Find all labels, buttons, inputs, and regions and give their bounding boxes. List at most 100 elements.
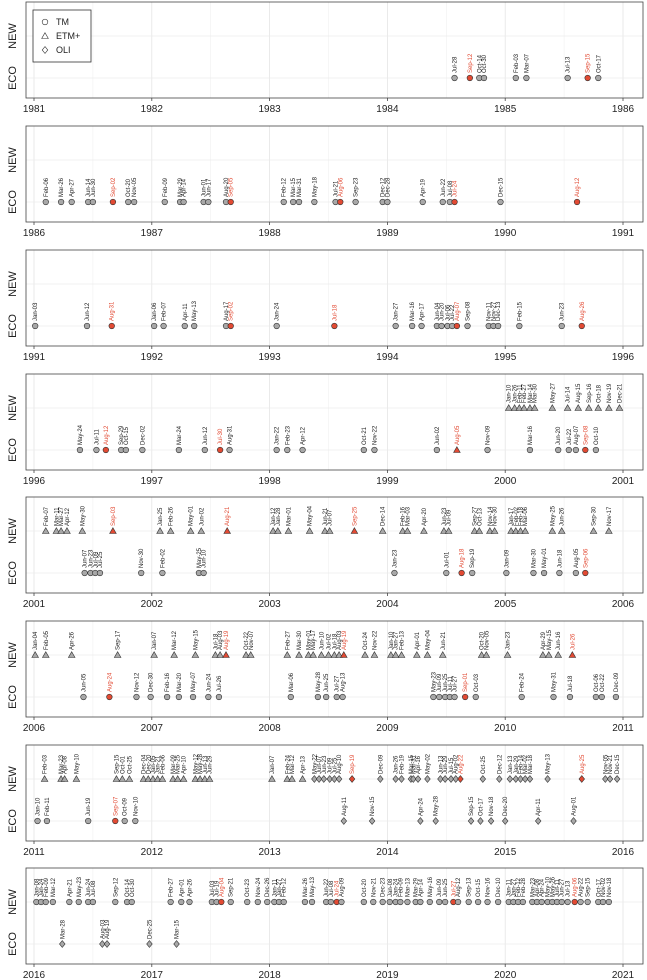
- data-label: Dec-21: [617, 383, 623, 403]
- panel-frame: [25, 496, 644, 594]
- data-label: Jul-19: [215, 880, 221, 897]
- data-label: Jan-13: [508, 755, 514, 774]
- data-label: Mar-23: [59, 754, 65, 774]
- data-point: [246, 651, 255, 658]
- data-label: May-23: [431, 671, 437, 692]
- data-label: Oct-01: [120, 755, 126, 774]
- data-label: Mar-28: [60, 919, 66, 939]
- x-tick-label: 2011: [23, 847, 45, 858]
- data-label: Jan-24: [275, 302, 281, 321]
- data-point: [305, 527, 314, 534]
- data-label: Oct-14: [477, 54, 483, 73]
- data-label: Nov-05: [484, 630, 490, 650]
- data-label: Aug-22: [579, 877, 585, 897]
- data-label: Jun-20: [440, 302, 446, 321]
- data-label: Feb-03: [514, 53, 520, 73]
- data-label: Oct-10: [594, 426, 600, 445]
- data-point: [264, 898, 271, 906]
- data-label: Aug-13: [341, 672, 347, 692]
- data-label: Sep-21: [229, 877, 235, 897]
- data-label: Feb-18: [519, 506, 525, 526]
- data-label: Mar-30: [533, 383, 539, 403]
- data-label: Jan-10: [36, 797, 42, 816]
- data-point: [186, 527, 195, 534]
- data-label: Aug-10: [337, 754, 343, 774]
- data-point: [108, 322, 115, 330]
- data-label: Mar-16: [528, 425, 534, 445]
- data-point: [254, 898, 261, 906]
- row-label-new: NEW: [7, 642, 19, 668]
- data-point: [40, 775, 49, 782]
- data-point: [339, 693, 346, 701]
- data-label: Aug-31: [228, 425, 234, 445]
- data-point: [109, 527, 117, 534]
- data-label: Jun-23: [442, 507, 448, 526]
- data-label: May-02: [425, 753, 431, 774]
- data-point: [268, 775, 276, 782]
- x-tick-label: 1985: [494, 104, 517, 115]
- data-label: Dec-30: [149, 672, 155, 692]
- data-label: Mar-30: [531, 548, 537, 568]
- data-label: Aug-20: [224, 177, 230, 197]
- data-point: [99, 940, 106, 948]
- data-label: Jul-18: [332, 304, 338, 321]
- data-point: [200, 775, 209, 782]
- data-label: Jun-05: [81, 673, 87, 692]
- data-point: [457, 775, 464, 783]
- row-label-new: NEW: [7, 147, 19, 173]
- data-label: Aug-22: [458, 754, 464, 774]
- data-point: [283, 651, 292, 658]
- x-tick-label: 2001: [23, 599, 46, 610]
- data-point: [80, 693, 87, 701]
- data-label: Jan-03: [33, 302, 39, 321]
- x-tick-label: 2003: [258, 599, 281, 610]
- data-point: [605, 898, 612, 906]
- data-label: Apr-14: [182, 178, 188, 197]
- data-label: May-25: [550, 505, 556, 526]
- data-point: [436, 693, 443, 701]
- data-point: [594, 404, 603, 411]
- data-label: Apr-24: [540, 878, 546, 897]
- x-tick-label: 2013: [258, 847, 281, 858]
- data-label: Sep-23: [354, 177, 360, 197]
- data-label: Feb-23: [285, 425, 291, 445]
- data-label: Mar-02: [523, 754, 529, 774]
- data-point: [432, 817, 439, 825]
- data-point: [205, 693, 212, 701]
- data-point: [516, 527, 525, 534]
- data-label: Aug-01: [572, 796, 578, 816]
- data-label: May-01: [189, 505, 195, 526]
- data-label: Oct-20: [362, 878, 368, 897]
- data-point: [197, 527, 206, 534]
- data-point: [397, 898, 404, 906]
- x-tick-label: 1993: [258, 352, 281, 363]
- data-point: [323, 693, 330, 701]
- data-label: Jul-11: [94, 428, 100, 445]
- data-label: Dec-14: [381, 506, 387, 526]
- data-label: Jul-11: [448, 675, 454, 692]
- data-label: May-23: [77, 876, 83, 897]
- data-point: [487, 817, 495, 825]
- data-label: Mar-31: [297, 177, 303, 197]
- data-point: [392, 775, 399, 783]
- data-label: Mar-01: [286, 506, 292, 526]
- data-label: Sep-02: [229, 301, 235, 321]
- data-point: [226, 446, 233, 454]
- data-point: [112, 775, 121, 782]
- data-label: Jul-24: [453, 180, 459, 197]
- x-tick-label: 2001: [612, 476, 635, 487]
- data-point: [327, 898, 334, 906]
- panel-3: NEW ECO 1996 1997 1998 1999 2000 2001 May-24 Jul-…: [7, 373, 644, 487]
- data-point: [413, 651, 421, 658]
- data-point: [511, 527, 520, 534]
- data-label: Sep-12: [468, 53, 474, 73]
- data-label: Feb-12: [282, 177, 288, 197]
- data-label: Oct-25: [127, 755, 133, 774]
- data-point: [112, 898, 119, 906]
- data-point: [571, 898, 578, 906]
- data-label: Apr-20: [422, 507, 428, 526]
- data-label: Nov-14: [488, 506, 494, 526]
- panel-frame: [25, 373, 644, 471]
- data-point: [441, 775, 449, 783]
- data-label: Aug-19: [342, 630, 348, 650]
